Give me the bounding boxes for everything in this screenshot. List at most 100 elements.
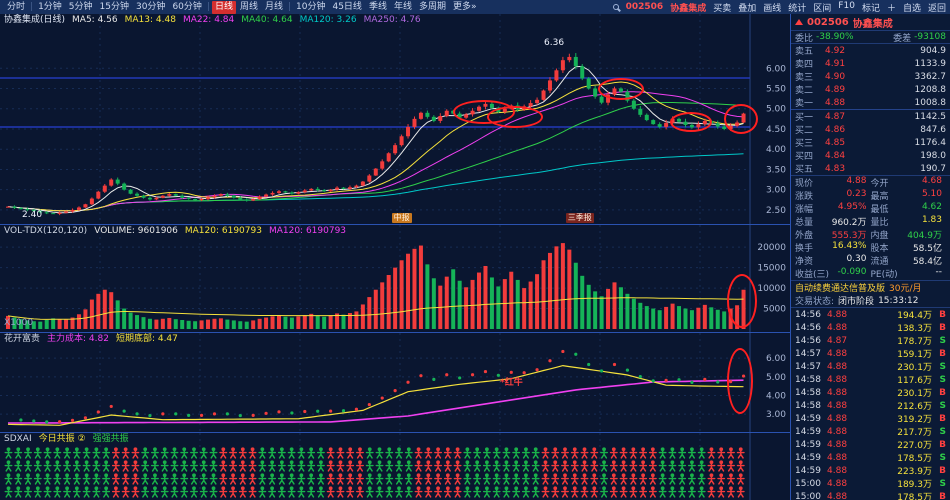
tick-volume: 194.4万 <box>897 311 932 321</box>
action-标记[interactable]: 标记 <box>861 3 880 14</box>
tick-side: B <box>939 413 946 424</box>
stat-cell: PE(动) -- <box>871 267 947 280</box>
sdxai-chart[interactable] <box>0 433 790 500</box>
stat-cell: 净资 0.30 <box>795 254 871 267</box>
tick-volume: 138.3万 <box>897 324 932 334</box>
period-tab-15分钟[interactable]: 15分钟 <box>99 1 129 12</box>
volume-chart[interactable]: 20000 15000 10000 5000 <box>0 225 790 333</box>
tick-volume: 230.1万 <box>897 389 932 399</box>
tick-side: S <box>939 452 946 463</box>
tick-volume: 223.9万 <box>897 467 932 477</box>
stat-cell: 外盘 555.3万 <box>795 228 871 241</box>
orderbook-price[interactable]: 4.85 <box>825 137 846 148</box>
high-price-label: 6.36 <box>544 38 565 48</box>
volume-ma2: MA120: 6190793 <box>268 226 347 236</box>
orderbook-row[interactable]: 卖五 4.92 904.9 <box>793 44 948 58</box>
period-tab-月线[interactable]: 月线 <box>264 1 283 12</box>
subscription-banner[interactable]: 自动续费通达信普及版 30元/月 <box>791 280 950 294</box>
stat-label: 流通 <box>870 257 889 267</box>
orderbook-qty: 847.6 <box>920 124 946 135</box>
huakai-chart[interactable]: 6.00 5.00 4.00 3.00 <box>0 333 790 433</box>
orderbook-price[interactable]: 4.92 <box>825 45 846 56</box>
orderbook-level-label: 卖一 <box>795 99 814 109</box>
period-tab-更多»[interactable]: 更多» <box>452 1 477 12</box>
orderbook-price[interactable]: 4.83 <box>825 163 846 174</box>
period-tab-45日线[interactable]: 45日线 <box>332 1 362 12</box>
tick-row: 14:58 4.88 230.1万 B <box>795 386 946 400</box>
orderbook-level-label: 卖四 <box>795 60 814 70</box>
action-返回[interactable]: 返回 <box>927 3 946 14</box>
period-tab-季线[interactable]: 季线 <box>368 1 387 12</box>
toolbar-separator: | <box>287 2 292 12</box>
stat-row: 现价 4.88 今开 4.68 <box>795 176 946 189</box>
action-自选[interactable]: 自选 <box>902 3 921 14</box>
action-＋[interactable]: ＋ <box>886 3 896 14</box>
tick-row: 14:57 4.88 159.1万 B <box>795 347 946 361</box>
toolbar-separator: | <box>206 2 210 12</box>
tick-price: 4.88 <box>827 322 848 333</box>
sdxai-title[interactable]: SDXAI <box>4 434 32 444</box>
action-统计[interactable]: 统计 <box>788 3 807 14</box>
action-画线[interactable]: 画线 <box>763 3 782 14</box>
period-tab-10分钟[interactable]: 10分钟 <box>296 1 326 12</box>
orderbook-row[interactable]: 买五 4.83 190.7 <box>793 162 948 176</box>
search-icon[interactable] <box>612 4 619 10</box>
tick-row: 14:58 4.88 212.6万 S <box>795 399 946 413</box>
orderbook-row[interactable]: 买二 4.86 847.6 <box>793 123 948 137</box>
orderbook-row[interactable]: 买三 4.85 1176.4 <box>793 136 948 150</box>
tick-volume: 178.7万 <box>897 337 932 347</box>
period-tab-60分钟[interactable]: 60分钟 <box>172 1 202 12</box>
orderbook-row[interactable]: 卖四 4.91 1133.9 <box>793 57 948 71</box>
main-chart-pane[interactable]: 6.00 5.50 5.00 4.50 4.00 3.50 3.00 2.50 协鑫集成(日线… <box>0 14 790 224</box>
candlestick-chart[interactable]: 6.00 5.50 5.00 4.50 4.00 3.50 3.00 2.50 <box>0 14 790 224</box>
action-买卖[interactable]: 买卖 <box>713 3 732 14</box>
action-F10[interactable]: F10 <box>838 0 855 11</box>
orderbook-row[interactable]: 卖三 4.90 3362.7 <box>793 70 948 84</box>
period-tab-多周期[interactable]: 多周期 <box>418 1 446 12</box>
tick-time: 15:00 <box>795 491 821 500</box>
tick-row: 14:59 4.88 178.5万 S <box>795 451 946 465</box>
volume-pane[interactable]: 20000 15000 10000 5000 VOL-TDX(120,120) VOL… <box>0 224 790 333</box>
volume-indicator-label[interactable]: VOL-TDX(120,120) <box>4 226 88 236</box>
orderbook-row[interactable]: 卖二 4.89 1208.8 <box>793 83 948 97</box>
orderbook-price[interactable]: 4.87 <box>825 111 846 122</box>
period-tab-日线[interactable]: 日线 <box>211 0 236 14</box>
quote-stock-code: 002506 <box>807 16 849 28</box>
tick-list[interactable]: 14:56 4.88 194.4万 B 14:56 4.88 138.3万 B 14:56 4.8… <box>791 308 950 500</box>
orderbook-price[interactable]: 4.90 <box>825 71 846 82</box>
orderbook-row[interactable]: 买四 4.84 198.0 <box>793 149 948 163</box>
period-tab-年线[interactable]: 年线 <box>393 1 412 12</box>
tick-side: S <box>939 400 946 411</box>
chart-title: 协鑫集成(日线) <box>4 15 66 25</box>
orderbook-row[interactable]: 买一 4.87 1142.5 <box>793 110 948 124</box>
stat-cell: 股本 58.5亿 <box>871 241 947 254</box>
tick-volume: 159.1万 <box>897 350 932 360</box>
period-tab-1分钟[interactable]: 1分钟 <box>38 1 62 12</box>
svg-text:4.00: 4.00 <box>766 145 786 155</box>
period-tab-周线[interactable]: 周线 <box>239 1 258 12</box>
orderbook-row[interactable]: 卖一 4.88 1008.8 <box>793 96 948 110</box>
tick-price: 4.88 <box>827 348 848 359</box>
tick-time: 14:59 <box>795 452 821 463</box>
stat-label: 收益(三) <box>795 270 830 280</box>
tick-row: 14:56 4.88 194.4万 B <box>795 308 946 322</box>
period-tab-30分钟[interactable]: 30分钟 <box>135 1 166 12</box>
period-tab-分时[interactable]: 分时 <box>7 1 26 12</box>
sdxai-pane[interactable]: SDXAI 今日共振 ② 强强共振 <box>0 432 790 500</box>
orderbook-price[interactable]: 4.89 <box>825 84 846 95</box>
tick-side: S <box>939 361 946 372</box>
huakai-indicator-pane[interactable]: 6.00 5.00 4.00 3.00 花开富贵 主力成本: 4.82 短期底部: 4… <box>0 332 790 433</box>
tick-volume: 230.1万 <box>897 363 932 373</box>
toolbar-right: 002506 协鑫集成 买卖 叠加 画线 统计 区间 F10 标记 ＋ 自选 返回 <box>612 0 946 14</box>
orderbook-price[interactable]: 4.88 <box>825 97 846 108</box>
huakai-title[interactable]: 花开富贵 <box>4 334 41 344</box>
orderbook-level-label: 买一 <box>795 113 814 123</box>
orderbook-price[interactable]: 4.84 <box>825 150 846 161</box>
orderbook-price[interactable]: 4.86 <box>825 124 846 135</box>
action-叠加[interactable]: 叠加 <box>738 3 757 14</box>
orderbook-price[interactable]: 4.91 <box>825 58 846 69</box>
action-区间[interactable]: 区间 <box>813 3 832 14</box>
period-tab-5分钟[interactable]: 5分钟 <box>68 1 93 12</box>
orderbook-qty: 1133.9 <box>914 58 947 69</box>
ma-label: MA5: 4.56 <box>72 15 118 25</box>
